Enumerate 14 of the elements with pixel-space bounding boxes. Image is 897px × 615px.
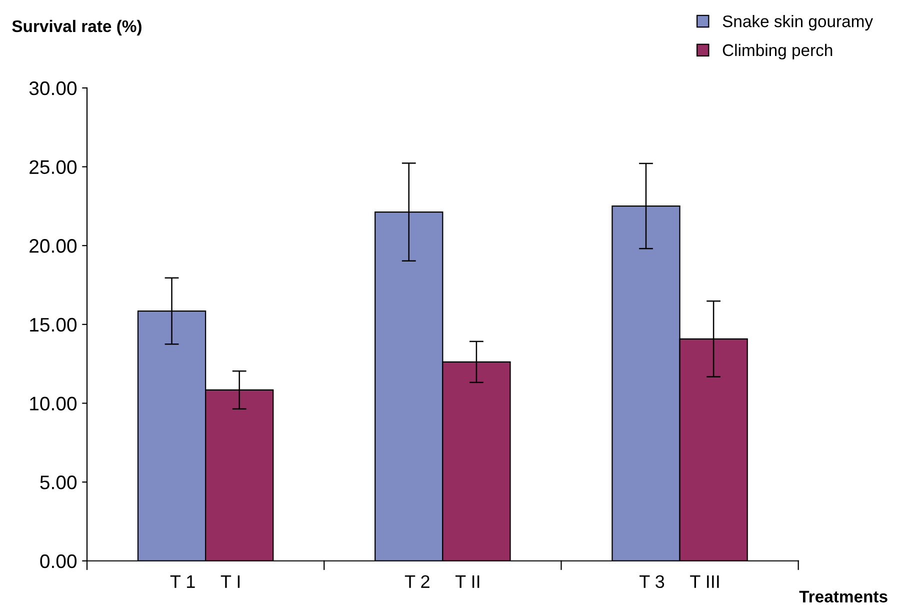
x-axis-title: Treatments	[799, 590, 888, 602]
y-tick-label: 20.00	[30, 239, 77, 253]
y-tick-label: 30.00	[29, 81, 77, 96]
y-tick-label: 5.00	[40, 476, 77, 490]
x-tick-label: T 1 T I	[170, 575, 240, 588]
legend-label: Snake skin gouramy	[722, 15, 874, 31]
y-tick-label: 25.00	[30, 160, 77, 174]
x-tick-label: T 3 T III	[640, 575, 719, 588]
y-tick-label: 10.00	[30, 396, 77, 410]
y-axis-title: Survival rate (%)	[12, 20, 142, 36]
legend-label: Climbing perch	[722, 44, 832, 60]
x-tick-label: T 2 T II	[404, 575, 480, 588]
y-tick-label: 0.00	[40, 554, 77, 568]
y-tick-label: 15.00	[30, 318, 77, 332]
